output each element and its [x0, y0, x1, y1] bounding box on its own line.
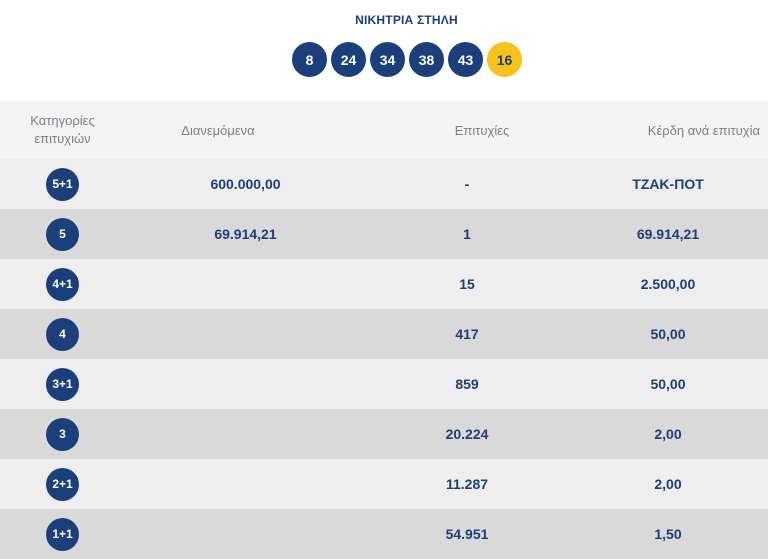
prize-value: ΤΖΑΚ-ΠΟΤ	[568, 159, 768, 209]
table-row: 5 69.914,21 1 69.914,21	[0, 209, 768, 259]
prize-table: Κατηγορίες επιτυχιών Διανεμόμενα Επιτυχί…	[0, 101, 768, 559]
winners-value: 20.224	[366, 409, 568, 459]
prize-value: 1,50	[568, 509, 768, 559]
prize-value: 50,00	[568, 309, 768, 359]
prize-table-header: Κατηγορίες επιτυχιών Διανεμόμενα Επιτυχί…	[0, 101, 768, 159]
table-row: 1+1 54.951 1,50	[0, 509, 768, 559]
distributed-value	[125, 309, 366, 359]
category-badge: 5	[46, 217, 79, 251]
table-row: 3+1 859 50,00	[0, 359, 768, 409]
bonus-number-ball: 16	[487, 42, 522, 77]
category-badge: 4	[46, 317, 79, 351]
winners-value: -	[366, 159, 568, 209]
winners-value: 417	[366, 309, 568, 359]
distributed-value	[125, 409, 366, 459]
winners-value: 1	[366, 209, 568, 259]
winning-number-ball: 8	[292, 42, 327, 77]
table-row: 5+1 600.000,00 - ΤΖΑΚ-ΠΟΤ	[0, 159, 768, 209]
header-category: Κατηγορίες επιτυχιών	[0, 101, 125, 159]
winning-number-ball: 34	[370, 42, 405, 77]
table-row: 3 20.224 2,00	[0, 409, 768, 459]
header-distributed: Διανεμόμενα	[125, 101, 366, 159]
distributed-value	[125, 459, 366, 509]
distributed-value: 600.000,00	[125, 159, 366, 209]
category-badge: 5+1	[46, 167, 79, 201]
table-row: 4+1 15 2.500,00	[0, 259, 768, 309]
category-badge: 3+1	[46, 367, 79, 401]
distributed-value: 69.914,21	[125, 209, 366, 259]
winning-number-ball: 24	[331, 42, 366, 77]
header-prize-per-winner: Κέρδη ανά επιτυχία	[568, 101, 768, 159]
category-badge: 2+1	[46, 467, 79, 501]
winning-number-ball: 43	[448, 42, 483, 77]
winning-number-ball: 38	[409, 42, 444, 77]
winners-value: 54.951	[366, 509, 568, 559]
distributed-value	[125, 359, 366, 409]
distributed-value	[125, 509, 366, 559]
winning-line-title: ΝΙΚΗΤΡΙΑ ΣΤΗΛΗ	[355, 13, 458, 27]
header-category-line1: Κατηγορίες	[30, 113, 95, 128]
table-row: 2+1 11.287 2,00	[0, 459, 768, 509]
category-badge: 1+1	[46, 517, 79, 551]
prize-value: 50,00	[568, 359, 768, 409]
winners-value: 11.287	[366, 459, 568, 509]
category-badge: 3	[46, 417, 79, 451]
prize-value: 2.500,00	[568, 259, 768, 309]
distributed-value	[125, 259, 366, 309]
winning-numbers: 8 24 34 38 43 16	[292, 42, 522, 77]
category-badge: 4+1	[46, 267, 79, 301]
winners-value: 15	[366, 259, 568, 309]
table-row: 4 417 50,00	[0, 309, 768, 359]
prize-value: 2,00	[568, 409, 768, 459]
prize-value: 2,00	[568, 459, 768, 509]
header-winners: Επιτυχίες	[366, 101, 568, 159]
prize-value: 69.914,21	[568, 209, 768, 259]
header-category-line2: επιτυχιών	[34, 131, 91, 146]
winners-value: 859	[366, 359, 568, 409]
